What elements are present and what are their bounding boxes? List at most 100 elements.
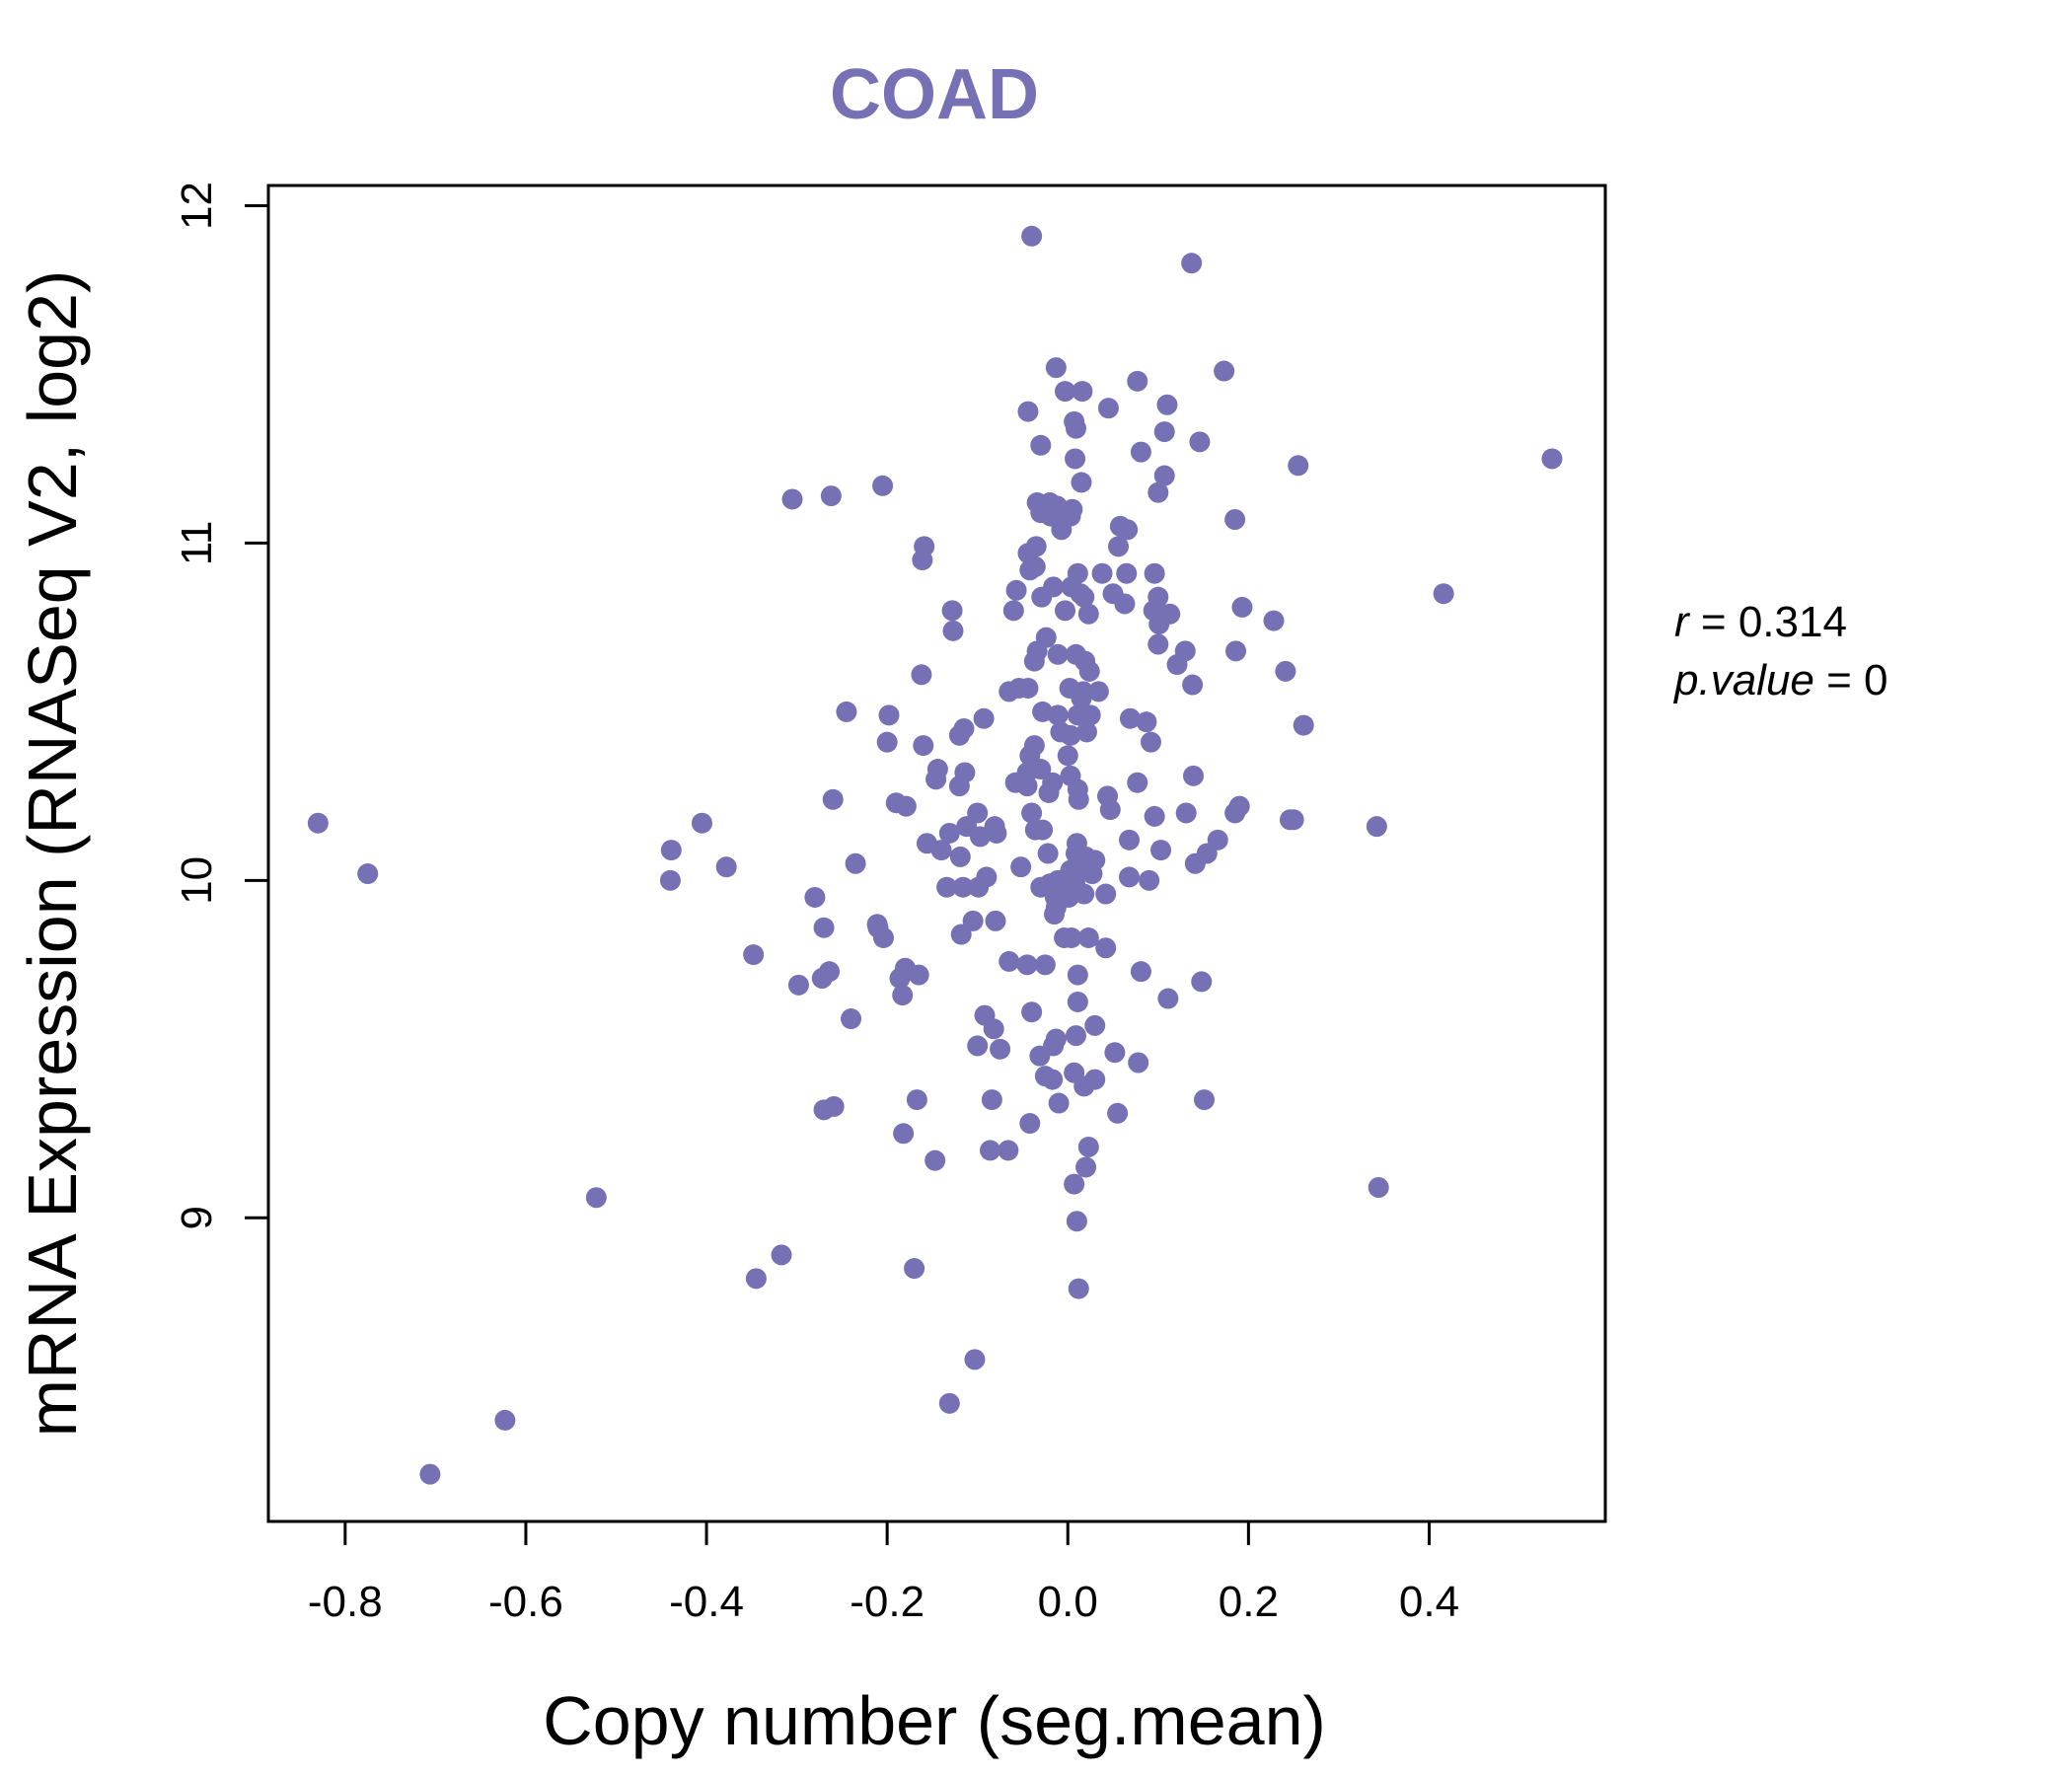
data-point (1099, 799, 1121, 821)
data-point (1097, 398, 1119, 419)
data-point (1066, 1211, 1087, 1232)
data-point (1068, 1278, 1089, 1299)
data-point (1184, 852, 1206, 874)
data-point (876, 731, 898, 753)
data-point (1077, 603, 1099, 625)
data-point (1157, 988, 1179, 1009)
data-point (1065, 1025, 1086, 1047)
data-point (659, 869, 681, 891)
data-point (1038, 781, 1060, 803)
data-point (1031, 586, 1053, 608)
data-point (906, 1089, 927, 1111)
data-point (1127, 370, 1148, 392)
data-point (585, 1187, 607, 1209)
data-point (691, 812, 712, 834)
data-point (1030, 434, 1052, 456)
data-point (904, 1258, 925, 1280)
data-point (1019, 559, 1041, 581)
data-point (804, 886, 826, 908)
data-point (1194, 1089, 1215, 1111)
data-point (1144, 805, 1165, 827)
data-point (1224, 802, 1246, 824)
data-point (1079, 704, 1101, 726)
data-point (1275, 660, 1296, 682)
data-point (962, 910, 984, 931)
y-axis: 9 10 11 12 (173, 182, 270, 1230)
data-point (942, 620, 964, 641)
data-point (1189, 431, 1211, 453)
y-tick-label: 12 (173, 182, 221, 230)
data-point (1042, 1069, 1064, 1090)
x-tick-label: 0.2 (1219, 1578, 1279, 1626)
data-point (1048, 1092, 1070, 1114)
y-axis-label: mRNA Expression (RNASeq V2, log2) (14, 270, 91, 1438)
data-point (985, 910, 1006, 931)
data-point (1147, 633, 1169, 655)
data-point (1366, 816, 1387, 838)
data-point (1068, 788, 1089, 810)
data-point (872, 926, 894, 948)
data-point (1147, 481, 1169, 503)
data-point (1075, 1156, 1097, 1178)
data-point (1095, 937, 1117, 959)
data-point (908, 964, 929, 986)
data-point (813, 917, 835, 938)
data-point (1139, 869, 1160, 891)
data-point (1140, 731, 1161, 753)
x-axis-label: Copy number (seg.mean) (543, 1682, 1326, 1759)
data-point (1214, 360, 1235, 382)
p-equals: = (1826, 656, 1864, 704)
data-point (1005, 579, 1027, 601)
data-point (999, 950, 1020, 972)
data-point (836, 701, 857, 722)
data-points (307, 225, 1563, 1485)
data-point (1288, 455, 1309, 477)
data-point (964, 1349, 986, 1370)
data-point (822, 788, 844, 810)
data-point (936, 876, 958, 898)
data-point (1065, 417, 1086, 439)
data-point (1073, 1075, 1095, 1097)
data-point (893, 1123, 915, 1145)
data-point (967, 1035, 989, 1057)
data-point (1116, 562, 1138, 584)
data-point (1182, 674, 1204, 696)
r-stat: r = 0.314 (1674, 598, 1847, 646)
data-point (930, 840, 952, 861)
data-point (1153, 465, 1175, 486)
correlation-stats: r = 0.314 p.value = 0 (1672, 598, 1888, 704)
data-point (1061, 926, 1082, 948)
x-tick-label: 0.0 (1038, 1578, 1098, 1626)
data-point (781, 488, 803, 510)
data-point (1032, 819, 1054, 841)
data-point (1067, 964, 1088, 986)
data-point (1144, 562, 1165, 584)
data-point (878, 704, 900, 726)
data-point (913, 735, 934, 757)
data-point (1541, 448, 1563, 470)
data-point (1016, 954, 1038, 976)
data-point (419, 1463, 441, 1485)
data-point (895, 795, 917, 817)
data-point (973, 707, 995, 729)
data-point (948, 776, 970, 797)
data-point (1130, 961, 1151, 983)
data-point (1030, 876, 1052, 898)
data-point (1150, 840, 1172, 861)
data-point (1067, 991, 1088, 1012)
data-point (1047, 643, 1069, 665)
data-point (912, 550, 933, 571)
data-point (1153, 421, 1175, 443)
data-point (1263, 610, 1285, 631)
y-tick-label: 10 (173, 856, 221, 905)
data-point (1034, 954, 1056, 976)
data-point (1075, 721, 1097, 743)
data-point (950, 924, 972, 945)
data-point (1175, 802, 1197, 824)
x-tick-label: 0.4 (1399, 1578, 1459, 1626)
data-point (841, 1008, 862, 1030)
data-point (986, 822, 1007, 844)
x-tick-label: -0.2 (850, 1578, 925, 1626)
data-point (949, 846, 971, 867)
data-point (820, 485, 842, 507)
